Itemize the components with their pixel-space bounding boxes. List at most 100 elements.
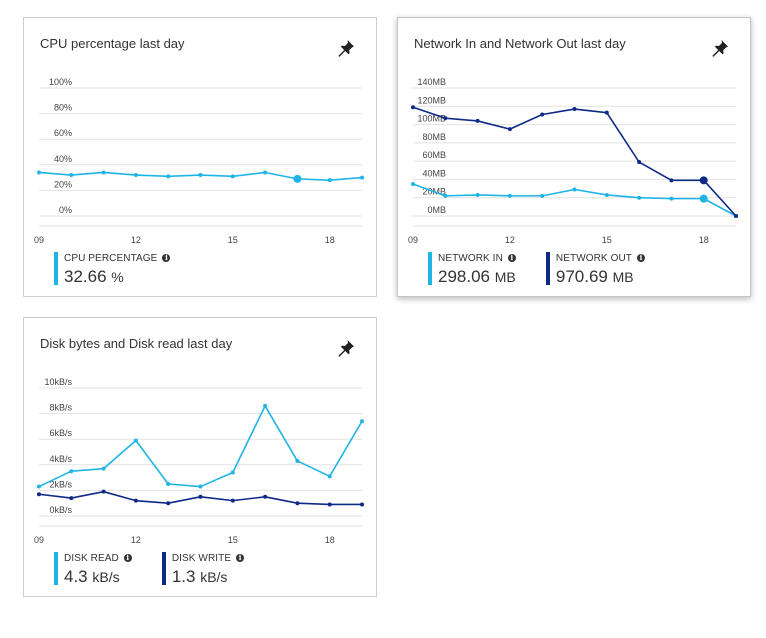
legend-item-network-out: NETWORK OUT i 970.69 MB [545,252,645,287]
data-point [360,175,364,180]
data-point [411,105,415,110]
data-point [101,489,106,494]
legend-label: NETWORK OUT [555,252,632,264]
pin-icon[interactable] [336,38,356,58]
data-point [37,170,41,175]
data-point [327,474,332,479]
highlight-point[interactable] [699,194,708,203]
legend-label: DISK WRITE [171,552,232,564]
y-tick-label: 0MB [427,205,446,215]
data-point [230,498,235,503]
disk-legend: DISK READ i 4.3 kB/s DISK WRITE i 1.3 kB/s [54,552,274,587]
legend-unit: MB [612,269,634,285]
data-point [507,193,512,198]
legend-value: 298.06 [438,267,490,286]
y-tick-label: 40% [54,154,72,164]
legend-value: 970.69 [555,267,608,286]
data-point [198,484,203,489]
data-point [69,469,74,474]
y-tick-label: 60% [54,128,72,138]
y-tick-label: 0kB/s [49,505,72,515]
x-tick-label: 18 [325,535,335,545]
tile-title: CPU percentage last day [40,36,185,51]
disk-tile[interactable]: Disk bytes and Disk read last day 0kB/s 2… [23,317,377,597]
x-tick-label: 09 [408,235,418,245]
data-point [69,496,74,501]
cpu-legend: CPU PERCENTAGE i 32.66 % [54,252,200,287]
data-point [443,116,448,121]
y-tick-label: 40MB [422,168,446,178]
y-tick-label: 10kB/s [44,377,72,387]
data-point [101,466,106,471]
x-tick-label: 15 [228,535,238,545]
y-tick-label: 20% [54,179,72,189]
data-point [360,419,364,424]
data-point [263,403,268,408]
y-tick-label: 120MB [417,95,446,105]
legend-unit: kB/s [200,569,228,585]
data-point [69,173,74,178]
pin-icon[interactable] [710,38,730,58]
data-point [230,174,235,179]
legend-unit: % [111,269,124,285]
x-tick-label: 12 [505,235,515,245]
highlight-point[interactable] [699,176,708,185]
data-point [540,112,545,117]
legend-color-bar [54,252,58,285]
data-point [263,494,268,499]
data-point [327,178,332,183]
pin-icon[interactable] [336,338,356,358]
legend-color-bar [428,252,432,285]
data-point [327,502,332,507]
legend-value: 4.3 [64,567,88,586]
data-point [604,192,609,197]
info-icon[interactable]: i [162,254,171,262]
cpu-tile[interactable]: CPU percentage last day 0% 20% 40% 60% 80% 10… [23,17,377,297]
data-point [572,187,577,192]
data-point [101,170,106,175]
data-point [37,492,41,497]
legend-item-disk-read: DISK READ i 4.3 kB/s [54,552,132,587]
y-tick-label: 80MB [422,132,446,142]
legend-item-disk-write: DISK WRITE i 1.3 kB/s [161,552,245,587]
info-icon[interactable]: i [236,554,245,562]
data-point [360,502,364,507]
info-icon[interactable]: i [637,254,645,262]
network-tile[interactable]: Network In and Network Out last day 0MB 2… [397,17,751,297]
legend-label: NETWORK IN [438,252,503,264]
tile-title: Network In and Network Out last day [414,36,626,51]
data-point [637,195,642,200]
data-point [540,193,545,198]
highlight-point[interactable] [293,174,302,183]
legend-item-network-in: NETWORK IN i 298.06 MB [428,252,516,287]
legend-color-bar [54,552,58,585]
x-tick-label: 12 [131,235,141,245]
data-point [475,192,480,197]
data-point [263,170,268,175]
legend-unit: MB [494,269,516,285]
network-legend: NETWORK IN i 298.06 MB NETWORK OUT i 970.6… [428,252,675,287]
legend-item-cpu-percentage: CPU PERCENTAGE i 32.66 % [54,252,171,287]
data-point [734,214,738,218]
data-point [166,501,171,506]
series-line [38,405,363,488]
info-icon[interactable]: i [123,554,132,562]
data-point [669,178,674,183]
data-point [295,458,300,463]
data-point [669,196,674,201]
data-point [411,182,415,186]
legend-value: 32.66 [64,267,107,286]
x-tick-label: 09 [34,235,44,245]
data-point [198,494,203,499]
x-tick-label: 18 [699,235,709,245]
x-tick-label: 12 [131,535,141,545]
x-tick-label: 15 [228,235,238,245]
data-point [295,501,300,506]
cpu-line-chart: 0% 20% 40% 60% 80% 100% 09 12 15 18 [34,77,364,245]
data-point [637,160,642,165]
info-icon[interactable]: i [507,254,516,262]
data-point [166,174,171,179]
legend-label: DISK READ [64,552,119,564]
y-tick-label: 8kB/s [49,403,72,413]
